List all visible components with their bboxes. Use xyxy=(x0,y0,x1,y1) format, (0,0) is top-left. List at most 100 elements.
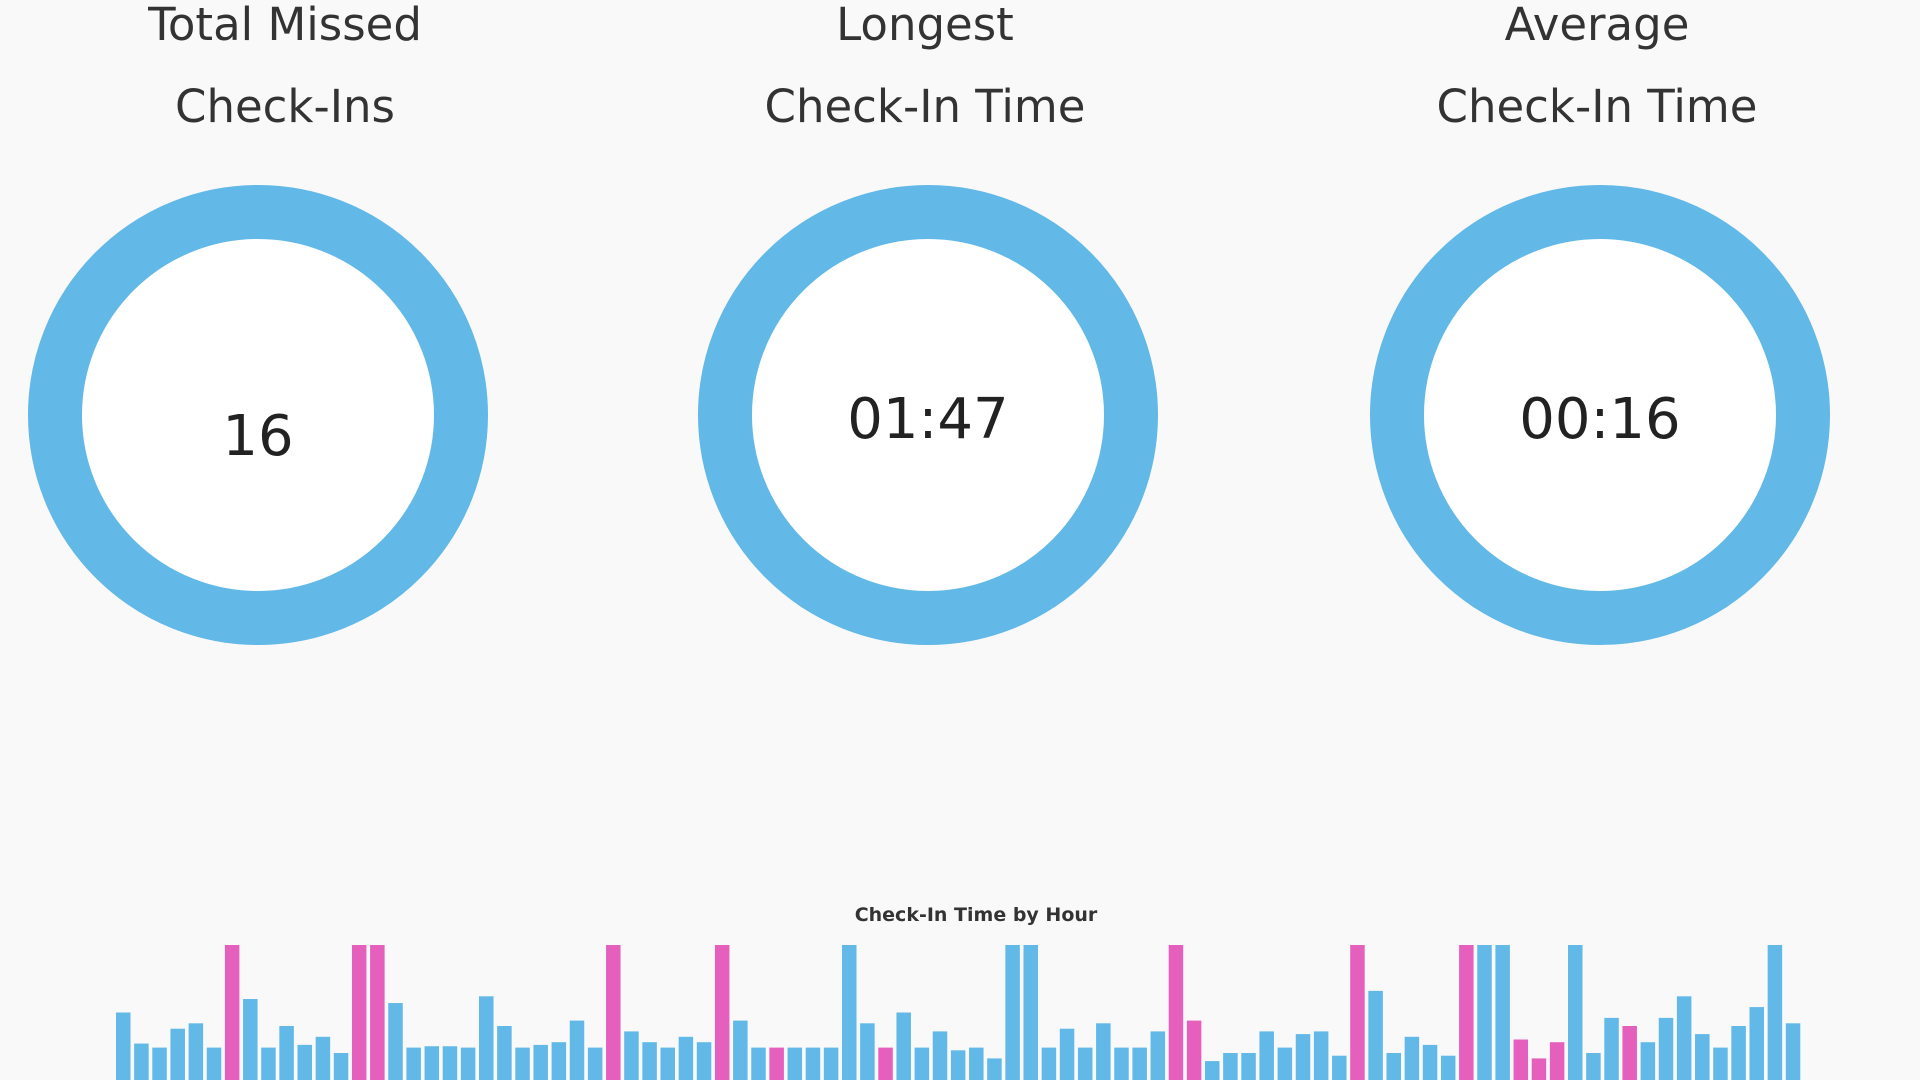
bar xyxy=(1568,945,1583,1080)
bar xyxy=(1332,1055,1347,1080)
bar-highlighted xyxy=(714,945,730,1080)
kpi-ring: 01:47 xyxy=(698,185,1158,645)
kpi-ring: 16 xyxy=(28,185,488,645)
bar xyxy=(823,1047,839,1080)
bar xyxy=(1132,1047,1147,1080)
kpi-total-missed-checkins: Total Missed Check-Ins 16 xyxy=(5,0,565,720)
bar xyxy=(914,1047,930,1080)
bar xyxy=(1096,1023,1111,1080)
bar xyxy=(932,1031,948,1080)
bar xyxy=(1713,1047,1728,1080)
bar xyxy=(805,1047,821,1080)
bar xyxy=(1023,945,1038,1080)
bar xyxy=(460,1047,476,1080)
kpi-ring: 00:16 xyxy=(1370,185,1830,645)
bar xyxy=(1005,945,1020,1080)
bar xyxy=(315,1036,331,1080)
bar xyxy=(1368,990,1383,1080)
bar xyxy=(1422,1044,1438,1080)
kpi-title-line1: Average xyxy=(1504,0,1690,51)
bar xyxy=(134,1043,149,1080)
hour-bar-chart xyxy=(116,945,1801,1080)
bar xyxy=(152,1047,167,1080)
bar xyxy=(388,1003,403,1080)
bar xyxy=(678,1036,694,1080)
bar xyxy=(188,1023,204,1080)
bar xyxy=(1785,1023,1801,1080)
bar xyxy=(424,1046,440,1080)
bar xyxy=(1277,1047,1293,1080)
bar xyxy=(1223,1053,1238,1080)
bar xyxy=(950,1050,966,1080)
bar xyxy=(279,1026,294,1080)
bar xyxy=(261,1047,276,1080)
bar xyxy=(406,1047,421,1080)
chart-title: Check-In Time by Hour xyxy=(854,904,1098,926)
bar xyxy=(442,1046,458,1080)
bar xyxy=(1695,1034,1710,1080)
bar xyxy=(1295,1034,1311,1080)
bar xyxy=(1658,1017,1674,1080)
bar xyxy=(696,1042,712,1080)
bar xyxy=(515,1047,530,1080)
bar xyxy=(1059,1028,1075,1080)
bar-highlighted xyxy=(1531,1058,1547,1080)
bar-highlighted xyxy=(606,945,621,1080)
bar xyxy=(1259,1031,1274,1080)
bar xyxy=(1404,1036,1420,1080)
bar xyxy=(624,1031,639,1080)
kpi-title-line1: Longest xyxy=(836,0,1014,51)
kpi-value: 01:47 xyxy=(847,387,1009,452)
bar-highlighted xyxy=(1186,1020,1202,1080)
bar-highlighted xyxy=(1168,945,1184,1080)
bar xyxy=(1077,1047,1093,1080)
bar xyxy=(1604,1017,1619,1080)
bar xyxy=(896,1012,911,1080)
bar xyxy=(969,1047,984,1080)
bar xyxy=(170,1028,185,1080)
bar xyxy=(1440,1055,1456,1080)
bar xyxy=(206,1047,222,1080)
bar xyxy=(751,1047,766,1080)
bar xyxy=(842,945,857,1080)
bar xyxy=(1640,1042,1656,1080)
bar xyxy=(533,1044,548,1080)
kpi-value: 16 xyxy=(222,404,294,469)
kpi-title-line1: Total Missed xyxy=(148,0,422,51)
bar xyxy=(1767,945,1783,1080)
kpi-longest-checkin-time: Longest Check-In Time 01:47 xyxy=(645,0,1205,720)
bar-highlighted xyxy=(1513,1039,1529,1080)
bar xyxy=(1495,945,1510,1080)
bar xyxy=(587,1047,603,1080)
bar xyxy=(1749,1007,1764,1080)
bar xyxy=(787,1047,803,1080)
kpi-title-line2: Check-In Time xyxy=(764,80,1086,133)
bar-highlighted xyxy=(1459,945,1474,1080)
bar xyxy=(1114,1047,1129,1080)
bar xyxy=(333,1053,349,1080)
bar-highlighted xyxy=(1549,1042,1565,1080)
bar xyxy=(733,1020,748,1080)
bar xyxy=(297,1044,312,1080)
bar xyxy=(1586,1053,1601,1080)
bar-highlighted xyxy=(351,945,367,1080)
bar xyxy=(1150,1031,1166,1080)
bar xyxy=(987,1058,1002,1080)
bar xyxy=(551,1042,567,1080)
bar xyxy=(1041,1047,1057,1080)
bar xyxy=(860,1023,875,1080)
bar xyxy=(1205,1061,1220,1080)
kpi-value: 00:16 xyxy=(1519,387,1681,452)
bar xyxy=(569,1020,585,1080)
bar-highlighted xyxy=(370,945,385,1080)
bar xyxy=(1313,1031,1329,1080)
bar-highlighted xyxy=(1622,1026,1637,1080)
kpi-title-line2: Check-Ins xyxy=(175,80,395,133)
bar xyxy=(1676,996,1692,1080)
bar xyxy=(1241,1053,1256,1080)
bar xyxy=(1386,1053,1401,1080)
bar-highlighted xyxy=(769,1047,784,1080)
kpi-title-line2: Check-In Time xyxy=(1436,80,1758,133)
bar xyxy=(479,996,494,1080)
bar xyxy=(116,1012,131,1080)
